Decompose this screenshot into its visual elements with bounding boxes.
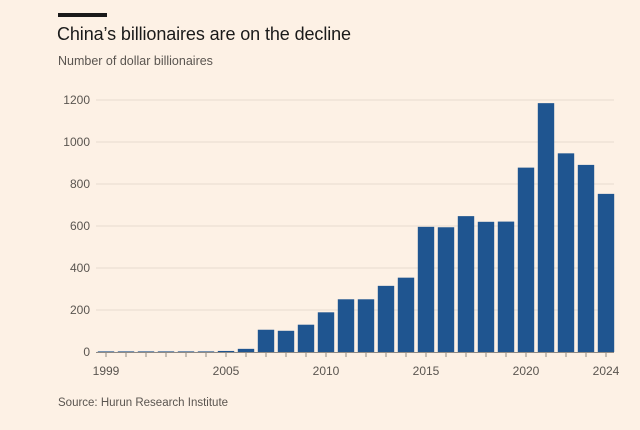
bar-2007 bbox=[257, 329, 275, 352]
x-tick-label-2015: 2015 bbox=[413, 364, 440, 378]
x-tick-label-1999: 1999 bbox=[93, 364, 120, 378]
bar-2010 bbox=[317, 312, 335, 352]
x-tick-label-2024: 2024 bbox=[593, 364, 620, 378]
bar-2019 bbox=[497, 221, 515, 352]
x-tick-label-2010: 2010 bbox=[313, 364, 340, 378]
bar-2018 bbox=[477, 221, 495, 352]
bar-2004 bbox=[197, 351, 215, 352]
bar-2017 bbox=[457, 216, 475, 352]
y-tick-label-600: 600 bbox=[70, 219, 90, 233]
bar-2000 bbox=[117, 351, 135, 352]
bar-2006 bbox=[237, 348, 255, 352]
x-tick-label-2005: 2005 bbox=[213, 364, 240, 378]
bar-2011 bbox=[337, 299, 355, 352]
bar-2016 bbox=[437, 227, 455, 352]
source-note: Source: Hurun Research Institute bbox=[58, 397, 229, 409]
y-tick-label-1200: 1200 bbox=[63, 93, 90, 107]
bar-2001 bbox=[137, 351, 155, 352]
y-tick-label-200: 200 bbox=[70, 303, 90, 317]
bar-1999 bbox=[97, 351, 115, 352]
y-tick-label-1000: 1000 bbox=[63, 135, 90, 149]
y-tick-label-800: 800 bbox=[70, 177, 90, 191]
bar-2005 bbox=[217, 350, 235, 352]
x-tick-label-2020: 2020 bbox=[513, 364, 540, 378]
bar-2023 bbox=[577, 164, 595, 352]
bar-2021 bbox=[537, 103, 555, 353]
bar-2014 bbox=[397, 277, 415, 352]
bar-2003 bbox=[177, 351, 195, 352]
bar-2009 bbox=[297, 324, 315, 352]
bar-2020 bbox=[517, 167, 535, 352]
bar-2012 bbox=[357, 299, 375, 352]
chart-title: China’s billionaires are on the decline bbox=[57, 24, 351, 44]
y-tick-label-0: 0 bbox=[83, 345, 90, 359]
chart-subtitle: Number of dollar billionaires bbox=[58, 54, 213, 68]
header-rule bbox=[58, 13, 107, 17]
bar-2002 bbox=[157, 351, 175, 352]
bar-2013 bbox=[377, 285, 395, 352]
bar-2008 bbox=[277, 330, 295, 352]
bar-2024 bbox=[597, 193, 615, 352]
y-tick-label-400: 400 bbox=[70, 261, 90, 275]
bar-2015 bbox=[417, 226, 435, 352]
bar-2022 bbox=[557, 153, 575, 352]
